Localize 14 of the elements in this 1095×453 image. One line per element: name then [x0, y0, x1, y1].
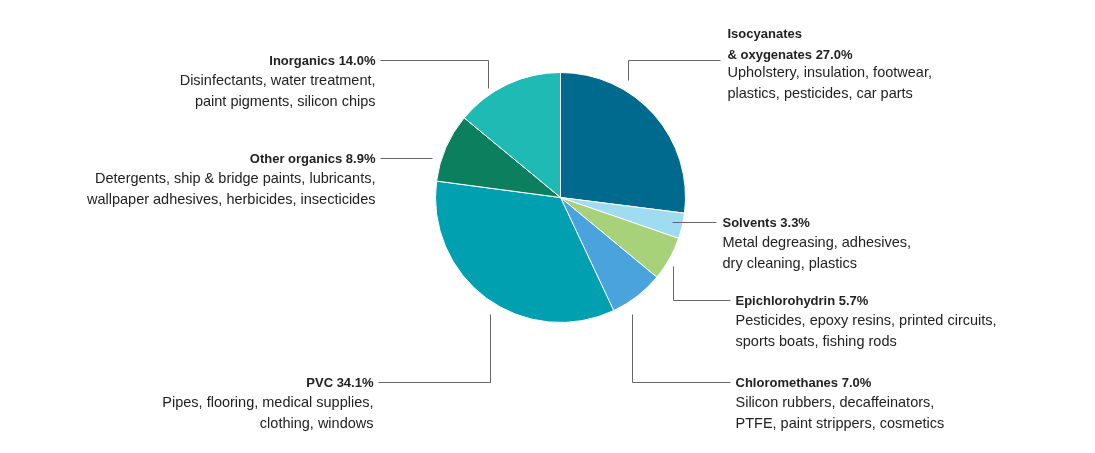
text: Upholstery, insulation, footwear, plastics, pesticides, car parts	[727, 63, 932, 102]
slice-label: PVC 34.1%	[306, 374, 374, 390]
slice-label: Chloromethanes 7.0%	[735, 374, 872, 390]
slice-label: Epichlorohydrin 5.7%	[735, 292, 869, 308]
slice-label: Other organics 8.9%	[249, 150, 376, 166]
text: Metal degreasing, adhesives, dry cleaning, plastics	[722, 233, 912, 272]
text: Silicon rubbers, decaffeinators, PTFE, paint strippers, cosmetics	[735, 393, 945, 432]
text: Pesticides, epoxy resins, printed circuits, sports boats, fishing rods	[735, 311, 997, 350]
slice-label: Isocyanates & oxygenates 27.0%	[727, 25, 853, 63]
text: Pipes, flooring, medical supplies, clothing, windows	[162, 393, 374, 432]
text: Disinfectants, water treatment, paint pigments, silicon chips	[179, 71, 376, 110]
slice-label: Inorganics 14.0%	[269, 52, 376, 68]
slice-label: Solvents 3.3%	[722, 214, 811, 230]
text: Detergents, ship & bridge paints, lubricants, wallpaper adhesives, herbicides, insecticides	[85, 169, 376, 208]
